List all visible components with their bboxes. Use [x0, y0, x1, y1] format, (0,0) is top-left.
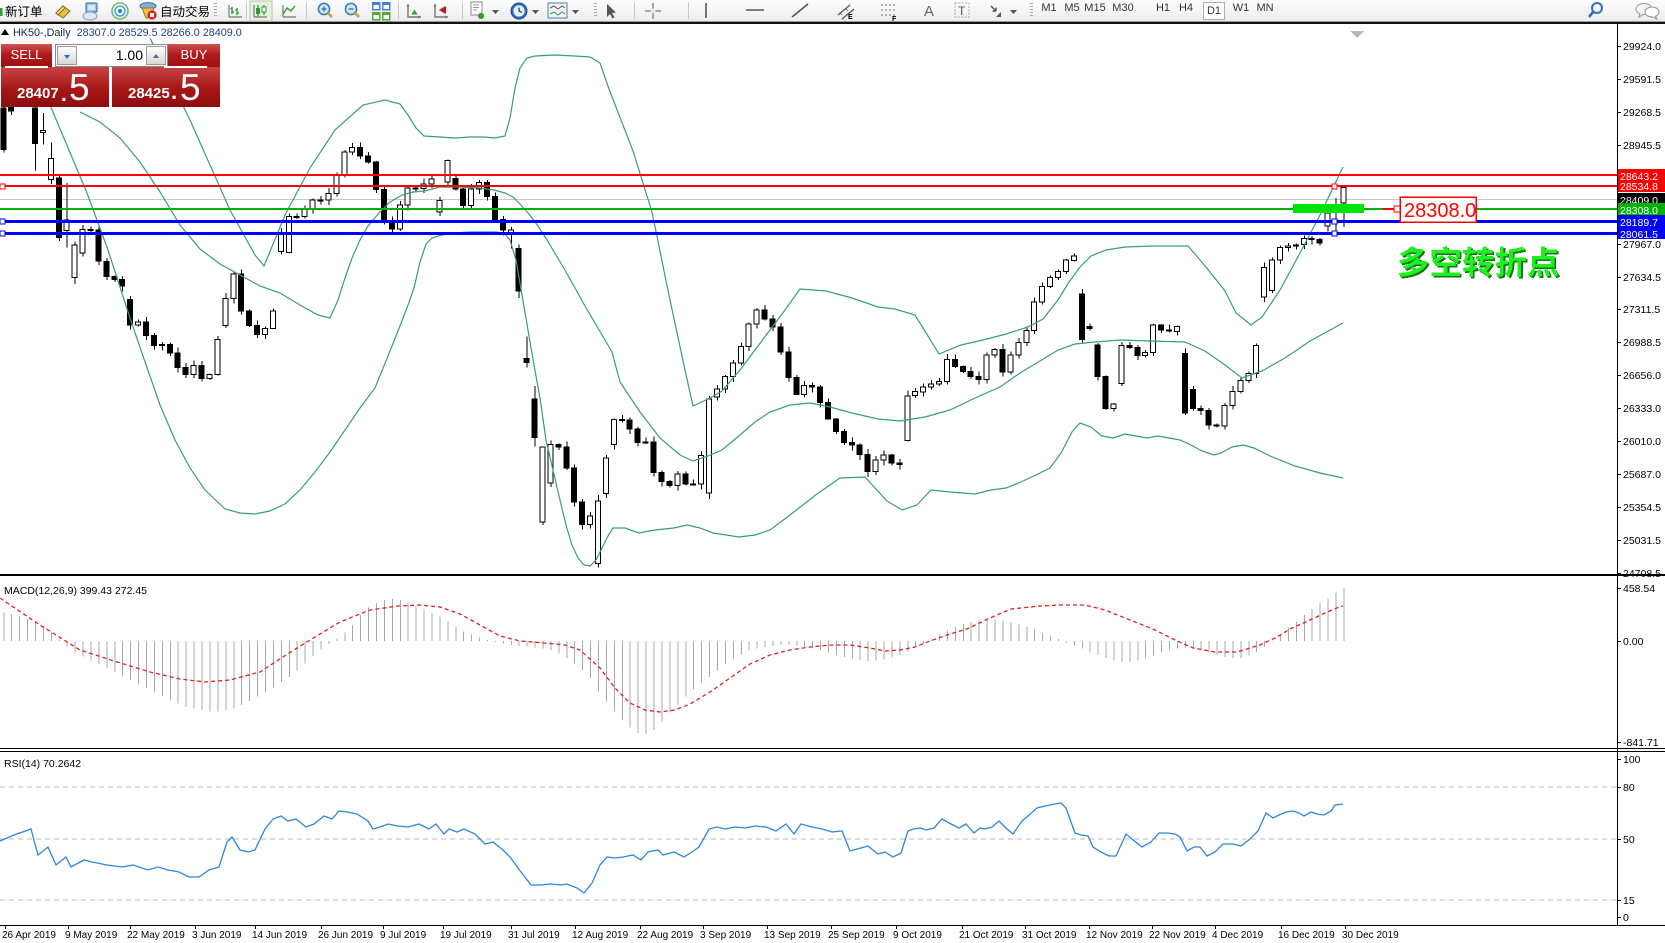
svg-text:31 Oct 2019: 31 Oct 2019: [1022, 930, 1077, 941]
svg-text:MACD(12,26,9) 399.43 272.45: MACD(12,26,9) 399.43 272.45: [4, 585, 147, 597]
svg-text:100: 100: [1623, 754, 1641, 766]
svg-text:28061.5: 28061.5: [1620, 229, 1658, 241]
svg-text:27634.5: 27634.5: [1623, 272, 1661, 284]
svg-text:27311.5: 27311.5: [1623, 304, 1660, 316]
svg-text:13 Sep 2019: 13 Sep 2019: [764, 930, 821, 941]
svg-text:E: E: [848, 14, 853, 21]
svg-text:12 Nov 2019: 12 Nov 2019: [1086, 930, 1143, 941]
svg-text:50: 50: [1623, 834, 1635, 846]
svg-text:26010.0: 26010.0: [1623, 436, 1661, 448]
svg-text:F: F: [892, 16, 897, 22]
svg-text:0.00: 0.00: [1623, 636, 1644, 648]
svg-text:16 Dec 2019: 16 Dec 2019: [1278, 930, 1335, 941]
svg-text:0: 0: [1623, 912, 1629, 924]
svg-text:22 Nov 2019: 22 Nov 2019: [1149, 930, 1206, 941]
svg-text:3 Sep 2019: 3 Sep 2019: [700, 930, 752, 941]
svg-text:14 Jun 2019: 14 Jun 2019: [252, 930, 307, 941]
svg-text:26 Jun 2019: 26 Jun 2019: [318, 930, 373, 941]
svg-text:RSI(14) 70.2642: RSI(14) 70.2642: [4, 758, 81, 770]
svg-text:9 Jul 2019: 9 Jul 2019: [380, 930, 427, 941]
svg-text:19 Jul 2019: 19 Jul 2019: [440, 930, 492, 941]
svg-text:28534.8: 28534.8: [1620, 181, 1658, 193]
svg-text:30 Dec 2019: 30 Dec 2019: [1342, 930, 1399, 941]
svg-text:25 Sep 2019: 25 Sep 2019: [828, 930, 885, 941]
svg-text:26656.0: 26656.0: [1623, 370, 1661, 382]
svg-text:15: 15: [1623, 895, 1635, 907]
svg-text:458.54: 458.54: [1623, 583, 1655, 595]
svg-text:29924.0: 29924.0: [1623, 41, 1661, 53]
svg-text:9 May 2019: 9 May 2019: [65, 930, 118, 941]
svg-text:31 Jul 2019: 31 Jul 2019: [508, 930, 560, 941]
svg-text:29268.5: 29268.5: [1623, 107, 1661, 119]
svg-text:25354.5: 25354.5: [1623, 502, 1661, 514]
svg-text:80: 80: [1623, 782, 1635, 794]
svg-text:22 Aug 2019: 22 Aug 2019: [637, 930, 694, 941]
svg-text:27967.0: 27967.0: [1623, 239, 1661, 251]
svg-text:3 Jun 2019: 3 Jun 2019: [192, 930, 242, 941]
svg-text:-841.71: -841.71: [1623, 737, 1659, 749]
svg-text:25687.0: 25687.0: [1623, 469, 1661, 481]
svg-text:12 Aug 2019: 12 Aug 2019: [572, 930, 629, 941]
svg-text:4 Dec 2019: 4 Dec 2019: [1212, 930, 1264, 941]
svg-text:24708.5: 24708.5: [1623, 568, 1661, 580]
svg-text:28945.5: 28945.5: [1623, 140, 1661, 152]
svg-text:29591.5: 29591.5: [1623, 74, 1661, 86]
svg-text:26988.5: 26988.5: [1623, 337, 1661, 349]
svg-text:25031.5: 25031.5: [1623, 535, 1661, 547]
svg-text:21 Oct 2019: 21 Oct 2019: [959, 930, 1014, 941]
svg-text:9 Oct 2019: 9 Oct 2019: [893, 930, 942, 941]
svg-text:28308.0: 28308.0: [1620, 205, 1658, 217]
svg-text:T: T: [958, 4, 966, 18]
svg-text:A: A: [924, 3, 934, 20]
svg-text:28189.7: 28189.7: [1620, 217, 1658, 229]
svg-text:22 May 2019: 22 May 2019: [127, 930, 185, 941]
svg-text:26 Apr 2019: 26 Apr 2019: [2, 930, 56, 941]
svg-text:28308.0: 28308.0: [1404, 200, 1476, 222]
svg-text:26333.0: 26333.0: [1623, 403, 1661, 415]
